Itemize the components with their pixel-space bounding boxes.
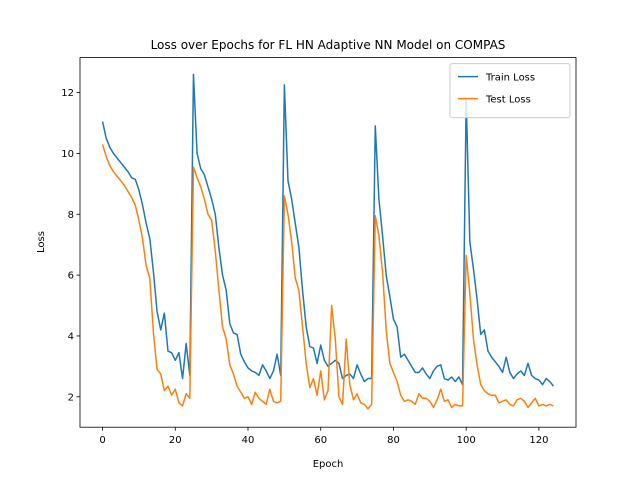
y-axis-label: Loss: [36, 231, 47, 253]
x-axis-label: Epoch: [313, 459, 344, 470]
x-tick-label: 60: [314, 435, 327, 446]
y-tick-label: 4: [68, 331, 74, 342]
y-tick-label: 12: [61, 88, 74, 99]
y-tick-label: 10: [61, 149, 74, 160]
legend-label: Train Loss: [485, 73, 535, 84]
x-tick-label: 80: [387, 435, 400, 446]
y-tick-label: 6: [68, 271, 74, 282]
plot-frame: [79, 57, 577, 428]
y-tick-label: 2: [68, 392, 74, 403]
x-tick-label: 0: [99, 435, 105, 446]
x-tick-label: 20: [169, 435, 182, 446]
legend-box: [449, 63, 571, 119]
line: [101, 73, 555, 387]
chart-title: Loss over Epochs for FL HN Adaptive NN M…: [151, 38, 506, 52]
x-tick-label: 100: [457, 435, 476, 446]
x-tick-label: 120: [529, 435, 548, 446]
y-tick-label: 8: [68, 210, 74, 221]
legend-label: Test Loss: [485, 95, 531, 106]
line: [101, 144, 554, 410]
x-tick-label: 40: [242, 435, 255, 446]
